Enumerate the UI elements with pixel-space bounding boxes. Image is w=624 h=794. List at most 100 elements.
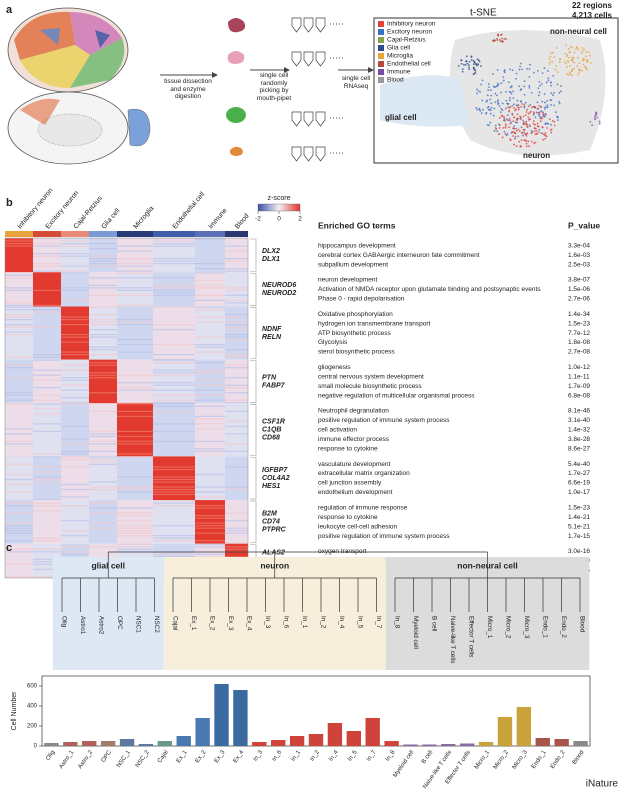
heatmap-stripe bbox=[195, 448, 225, 450]
heatmap-stripe bbox=[5, 576, 33, 578]
tsne-dot bbox=[572, 56, 575, 59]
heatmap-stripe bbox=[195, 316, 225, 318]
tsne-dot bbox=[585, 55, 587, 58]
tsne-dot bbox=[502, 115, 505, 118]
legend-swatch bbox=[378, 21, 384, 27]
column-label: Immune bbox=[208, 207, 229, 230]
p-value: 1.7e-09 bbox=[568, 383, 590, 390]
tsne-dot bbox=[508, 106, 511, 109]
tsne-dot bbox=[538, 81, 541, 83]
tsne-dot bbox=[515, 104, 518, 107]
bar bbox=[384, 741, 399, 746]
go-term: central nervous system development bbox=[318, 373, 424, 380]
p-value: 8.1e-46 bbox=[568, 408, 590, 415]
tsne-dot bbox=[569, 65, 571, 68]
heatmap-stripe bbox=[33, 540, 61, 542]
tsne-dot bbox=[500, 33, 503, 36]
heatmap-block bbox=[61, 403, 89, 457]
tsne-dot bbox=[501, 37, 504, 40]
heatmap-stripe bbox=[89, 546, 117, 548]
tsne-dot bbox=[514, 109, 517, 112]
p-value: 3.3e-04 bbox=[568, 242, 590, 249]
heatmap-stripe bbox=[117, 507, 153, 509]
heatmap-stripe bbox=[153, 423, 195, 425]
heatmap-stripe bbox=[5, 238, 33, 240]
tsne-dot bbox=[490, 106, 493, 109]
heatmap-stripe bbox=[225, 367, 248, 369]
tsne-dot bbox=[550, 92, 553, 95]
heatmap-stripe bbox=[153, 488, 195, 491]
heatmap-stripe bbox=[61, 255, 89, 257]
tsne-dot bbox=[526, 108, 529, 111]
heatmap-stripe bbox=[153, 258, 195, 260]
heatmap-stripe bbox=[33, 309, 61, 311]
heatmap-stripe bbox=[225, 260, 248, 262]
group-bracket bbox=[250, 403, 257, 456]
tsne-dot bbox=[541, 126, 544, 128]
heatmap-stripe bbox=[33, 270, 61, 272]
tsne-dot bbox=[520, 139, 523, 142]
tsne-dot bbox=[496, 130, 499, 133]
label: 4,213 cells bbox=[572, 11, 613, 20]
picked-cells bbox=[226, 18, 246, 156]
tsne-dot bbox=[528, 76, 531, 78]
tsne-dot bbox=[503, 70, 506, 72]
legend-swatch bbox=[378, 61, 384, 67]
y-tick-label: 200 bbox=[27, 724, 38, 730]
tsne-dot bbox=[492, 114, 495, 117]
heatmap-stripe bbox=[195, 525, 225, 527]
tsne-dot bbox=[581, 50, 584, 53]
heatmap-stripe bbox=[117, 402, 153, 404]
heatmap-block bbox=[33, 500, 61, 544]
tsne-dot bbox=[496, 82, 499, 85]
x-tick-label: In_6 bbox=[272, 749, 284, 763]
tsne-dot bbox=[530, 130, 533, 132]
heatmap-stripe bbox=[195, 287, 225, 289]
tsne-dot bbox=[498, 116, 501, 119]
heatmap-stripe bbox=[61, 553, 89, 555]
tsne-dot bbox=[509, 138, 512, 141]
heatmap-stripe bbox=[195, 415, 225, 417]
tsne-dot bbox=[486, 94, 489, 97]
tsne-dot bbox=[468, 60, 471, 63]
x-tick-label: In_3 bbox=[253, 749, 265, 763]
go-term: positive regulation of immune system pro… bbox=[318, 417, 450, 424]
gene-label: DLX1 bbox=[262, 256, 280, 263]
heatmap-stripe bbox=[89, 463, 117, 466]
tsne-dot bbox=[568, 51, 571, 54]
tsne-dot bbox=[581, 46, 584, 49]
heatmap-stripe bbox=[89, 481, 117, 483]
tsne-dot bbox=[485, 112, 487, 115]
leaf-label: Olig bbox=[60, 616, 67, 628]
tube bbox=[291, 111, 302, 127]
tsne-dot bbox=[497, 103, 499, 106]
heatmap-stripe bbox=[153, 287, 195, 289]
x-tick-label: Ex_4 bbox=[233, 749, 246, 764]
tsne-dot bbox=[528, 145, 531, 148]
heatmap-stripe bbox=[153, 537, 195, 539]
tsne-dot bbox=[571, 56, 574, 59]
heatmap-stripe bbox=[89, 443, 117, 445]
x-tick-label: Ex_2 bbox=[195, 749, 208, 764]
x-tick-label: NSC_2 bbox=[135, 749, 151, 769]
heatmap-stripe bbox=[117, 382, 153, 384]
tsne-dot bbox=[521, 102, 523, 105]
heatmap-stripe bbox=[225, 384, 248, 386]
column-bar bbox=[225, 231, 248, 237]
heatmap-stripe bbox=[89, 440, 117, 442]
leaf-label: In_4 bbox=[338, 616, 345, 629]
group-bracket bbox=[250, 500, 257, 544]
tsne-dot bbox=[479, 110, 482, 112]
tsne-dot bbox=[549, 61, 552, 63]
tsne-dot bbox=[527, 112, 530, 115]
tsne-dot bbox=[553, 104, 556, 107]
heatmap-stripe bbox=[195, 379, 225, 381]
tsne-dot bbox=[537, 125, 540, 128]
heatmap-stripe bbox=[153, 324, 195, 326]
leaf-label: Naive-like T cells bbox=[449, 616, 456, 663]
tsne-dot bbox=[470, 59, 473, 61]
heatmap-stripe bbox=[225, 270, 248, 272]
heatmap-block bbox=[153, 456, 195, 501]
p-value: 2.7e-06 bbox=[568, 296, 590, 303]
